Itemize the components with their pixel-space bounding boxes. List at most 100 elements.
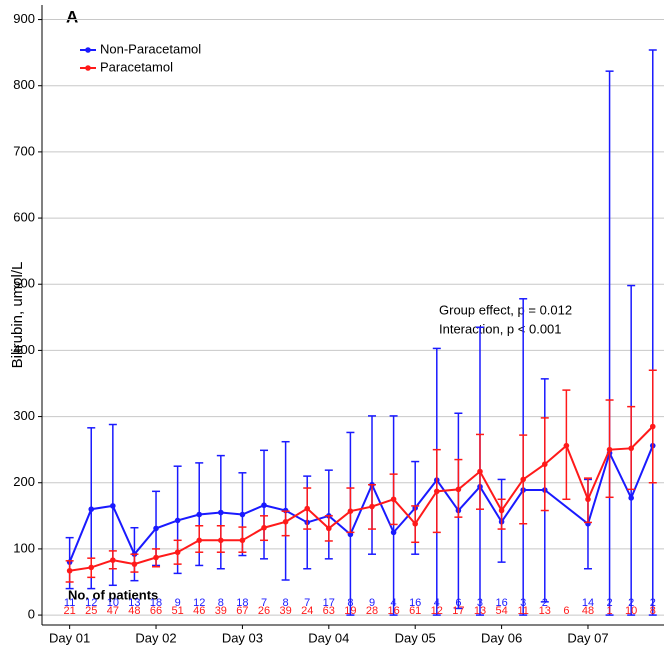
y-tick-label: 200 (13, 474, 35, 489)
y-tick-label: 600 (13, 210, 35, 225)
patient-count: 67 (236, 605, 248, 617)
panel-label: A (66, 7, 78, 26)
patient-count: 3 (520, 597, 526, 609)
patient-count: 10 (107, 597, 119, 609)
point (412, 520, 419, 527)
series-line (68, 445, 654, 563)
y-tick-label: 900 (13, 11, 35, 26)
error-bar (648, 49, 657, 616)
patient-count: 18 (236, 597, 248, 609)
patient-count: 19 (344, 605, 356, 617)
patient-count: 10 (625, 605, 637, 617)
point (628, 495, 634, 501)
patient-count: 8 (283, 597, 289, 609)
x-tick-label: Day 03 (222, 630, 263, 645)
patient-count: 17 (323, 597, 335, 609)
y-tick-label: 300 (13, 408, 35, 423)
point (585, 496, 591, 503)
patient-count: 16 (387, 605, 399, 617)
legend-label: Non-Paracetamol (100, 41, 201, 56)
point (477, 468, 483, 475)
patient-count: 2 (650, 597, 656, 609)
patient-count: 2 (607, 597, 613, 609)
patient-count: 12 (193, 597, 205, 609)
point (66, 567, 73, 574)
patient-count: 21 (64, 605, 76, 617)
patient-count: 39 (215, 605, 227, 617)
patient-count: 25 (85, 605, 97, 617)
legend-label: Paracetamol (100, 59, 173, 74)
point (520, 476, 526, 483)
patient-count: 26 (258, 605, 270, 617)
point (239, 511, 246, 518)
patient-count: 16 (495, 597, 507, 609)
point (390, 496, 397, 503)
patient-count: 8 (650, 605, 656, 617)
y-tick-label: 100 (13, 540, 35, 555)
patient-count: 13 (128, 597, 140, 609)
point (498, 507, 505, 514)
error-bar (497, 498, 506, 530)
patient-count: 2 (542, 597, 548, 609)
y-tick-label: 0 (28, 607, 35, 622)
x-tick-label: Day 07 (567, 630, 608, 645)
point (433, 488, 440, 495)
annotation: Interaction, p < 0.001 (439, 321, 562, 336)
patient-count: 7 (304, 597, 310, 609)
patient-count: 48 (582, 605, 594, 617)
patient-count: 8 (347, 597, 353, 609)
x-tick-label: Day 04 (308, 630, 349, 645)
patient-count: 47 (107, 605, 119, 617)
patient-count: 3 (477, 597, 483, 609)
annotation: Group effect, p = 0.012 (439, 302, 572, 317)
patient-count: 14 (582, 597, 594, 609)
point (390, 529, 397, 536)
point (369, 503, 375, 510)
point (282, 518, 289, 525)
point (649, 423, 656, 430)
point (174, 549, 181, 556)
legend-marker (85, 65, 91, 71)
patient-count: 9 (369, 597, 375, 609)
patient-count: 2 (628, 597, 634, 609)
patient-count: 66 (150, 605, 162, 617)
x-tick-label: Day 05 (395, 630, 436, 645)
y-tick-label: 500 (13, 276, 35, 291)
patient-count: 9 (175, 597, 181, 609)
point (218, 537, 224, 544)
point (563, 442, 570, 449)
point (239, 537, 246, 544)
patient-count: 17 (452, 605, 464, 617)
point (131, 561, 138, 567)
patient-count: 63 (323, 605, 335, 617)
patient-count: 39 (279, 605, 291, 617)
point (153, 525, 159, 532)
point (541, 461, 548, 468)
patient-count: 13 (539, 605, 551, 617)
point (153, 554, 159, 561)
error-bar (605, 70, 614, 616)
point (304, 505, 311, 512)
patient-count: 18 (150, 597, 162, 609)
patient-count: 46 (193, 605, 205, 617)
x-tick-label: Day 02 (135, 630, 176, 645)
patient-count: 16 (409, 597, 421, 609)
point (261, 502, 267, 509)
point (196, 537, 203, 544)
point (196, 511, 203, 518)
patient-count: 12 (431, 605, 443, 617)
patient-count: 8 (218, 597, 224, 609)
y-tick-label: 800 (13, 77, 35, 92)
x-tick-label: Day 06 (481, 630, 522, 645)
y-tick-label: 400 (13, 342, 35, 357)
patient-count: 6 (563, 605, 569, 617)
point (174, 517, 181, 524)
patient-count: 12 (85, 597, 97, 609)
patient-count: 61 (409, 605, 421, 617)
patient-count: 13 (474, 605, 486, 617)
patient-count: 51 (172, 605, 184, 617)
point (606, 446, 613, 453)
point (88, 506, 95, 513)
counts-label: No. of patients (68, 587, 158, 602)
patient-count: 6 (455, 597, 461, 609)
